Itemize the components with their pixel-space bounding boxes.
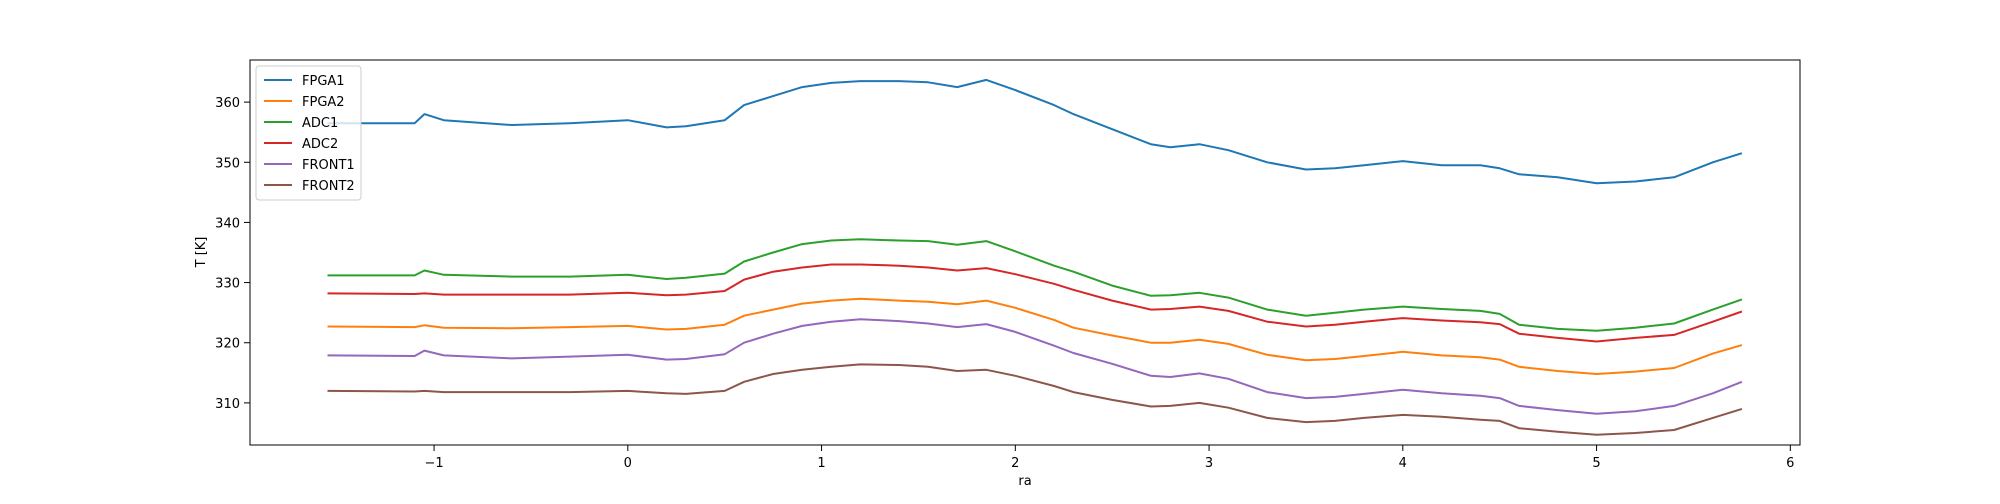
y-tick-label: 350: [215, 156, 240, 171]
series-line-adc1: [327, 238, 1743, 332]
x-axis-label: ra: [1018, 474, 1031, 489]
x-tick-label: 0: [624, 456, 632, 471]
x-tick-label: 6: [1786, 456, 1794, 471]
legend-label: FPGA1: [302, 74, 345, 89]
series-line-fpga2: [327, 297, 1743, 375]
y-axis-label: T [K]: [194, 237, 209, 269]
y-tick-label: 330: [215, 277, 240, 292]
legend-label: ADC1: [302, 116, 338, 131]
y-tick-label: 320: [215, 337, 240, 352]
series-lines: [327, 78, 1743, 436]
plot-area: [249, 59, 1801, 446]
legend-label: FRONT2: [302, 179, 355, 194]
x-tick-label: 5: [1592, 456, 1600, 471]
y-tick-label: 310: [215, 397, 240, 412]
x-tick-label: 4: [1399, 456, 1407, 471]
y-tick-label: 360: [215, 96, 240, 111]
legend-label: FRONT1: [302, 158, 355, 173]
x-tick-label: 3: [1205, 456, 1213, 471]
y-axis-ticks: 310 320 330 340 350 360: [215, 96, 250, 412]
x-axis-ticks: −1 0 1 2 3 4 5 6: [424, 445, 1794, 471]
legend-label: FPGA2: [302, 95, 345, 110]
x-tick-label: −1: [424, 456, 443, 471]
x-tick-label: 2: [1011, 456, 1019, 471]
series-line-front1: [327, 318, 1743, 415]
legend-label: ADC2: [302, 137, 338, 152]
y-tick-label: 340: [215, 216, 240, 231]
legend: FPGA1 FPGA2 ADC1 ADC2 FRONT1 FRONT2: [255, 65, 362, 201]
series-line-front2: [327, 363, 1743, 436]
series-line-fpga1: [327, 78, 1743, 185]
x-tick-label: 1: [817, 456, 825, 471]
legend-box: [255, 65, 362, 201]
series-line-adc2: [327, 263, 1743, 343]
